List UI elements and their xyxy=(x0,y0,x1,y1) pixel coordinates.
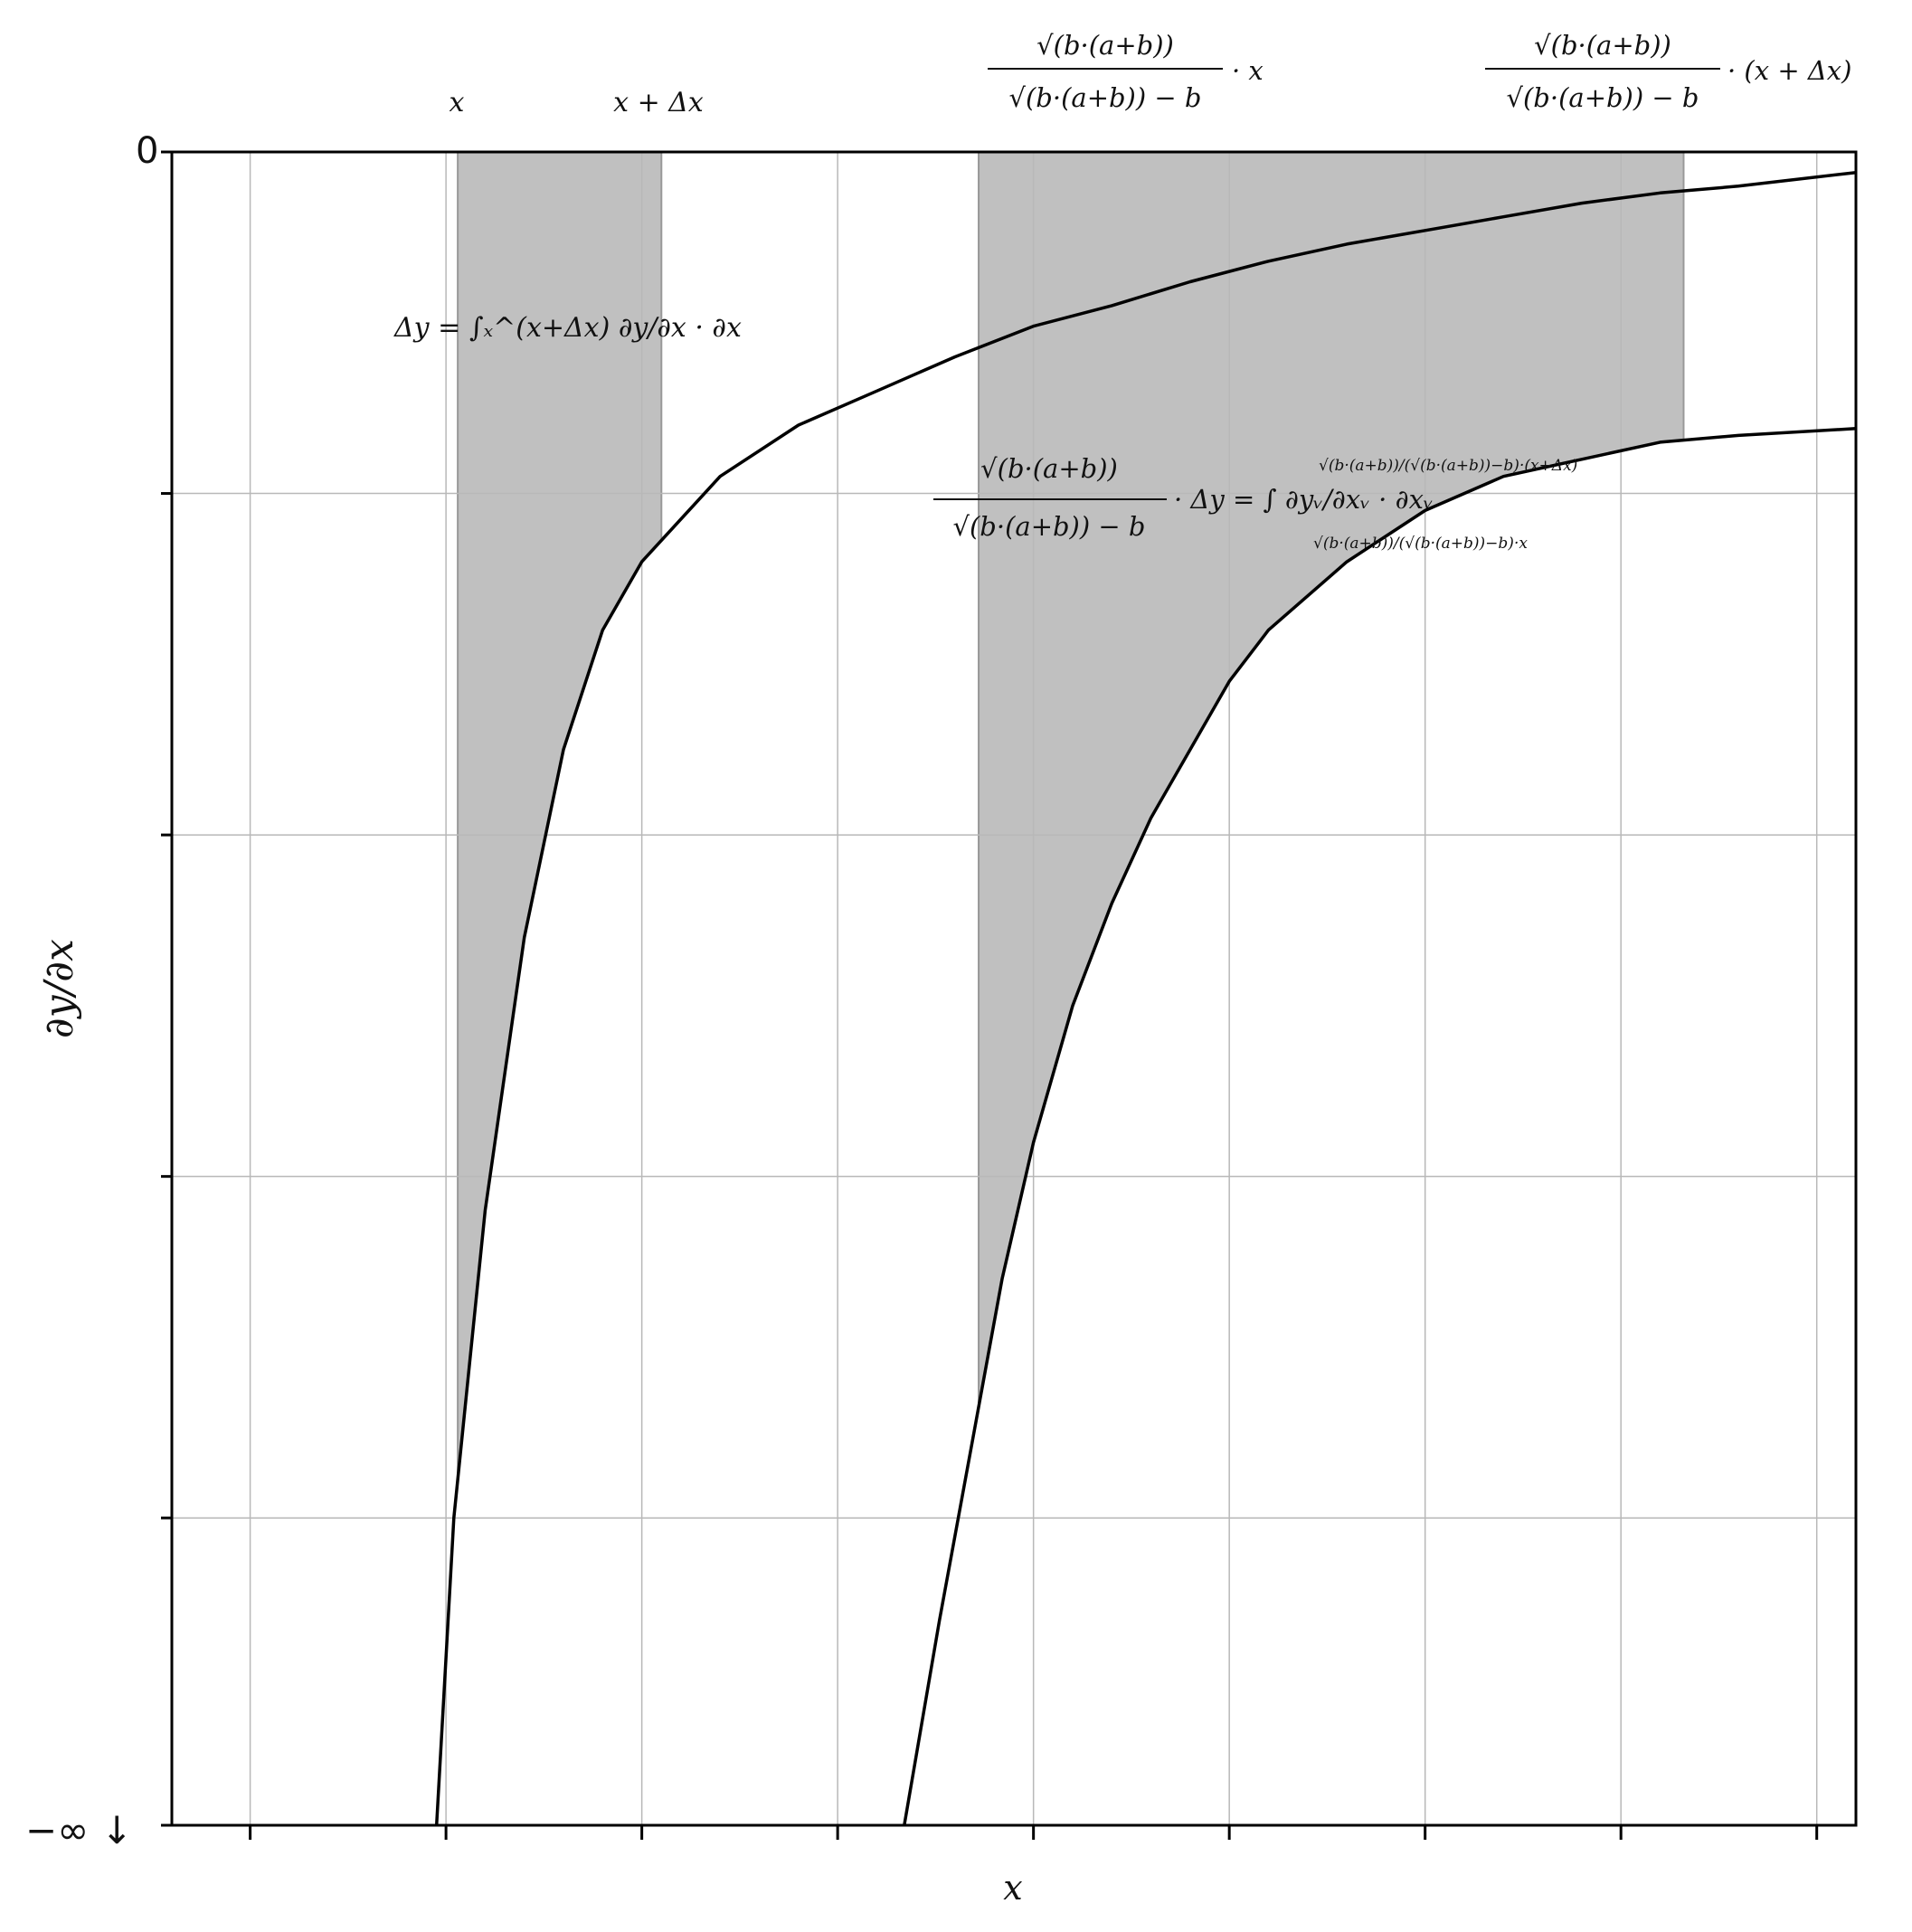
y-tick-label-neg-infinity: −∞ ↓ xyxy=(25,1808,133,1852)
top-label-scaled-xdx-num: √(b·(a+b)) xyxy=(1534,30,1671,61)
y-axis-label-text: ∂y/∂x xyxy=(36,939,82,1038)
y-axis-label: ∂y/∂x xyxy=(36,939,82,1038)
shaded-regions xyxy=(457,152,1685,1480)
annotation-delta-y: Δy = ∫ₓ^(x+Δx) ∂y/∂x · ∂x xyxy=(393,312,742,344)
top-label-x: x xyxy=(450,87,465,118)
x-axis-label: x xyxy=(1003,1868,1022,1908)
top-label-scaled-xdx: √(b·(a+b)) √(b·(a+b)) − b · (x + Δx) xyxy=(1485,30,1851,113)
top-label-scaled-x: √(b·(a+b)) √(b·(a+b)) − b · x xyxy=(988,30,1264,113)
integral-upper-limit: √(b·(a+b))/(√(b·(a+b))−b)·(x+Δx) xyxy=(1319,457,1577,475)
top-label-x-plus-dx: x + Δx xyxy=(613,87,704,118)
axis-ticks xyxy=(161,150,1819,1840)
top-label-scaled-xdx-den: √(b·(a+b)) − b xyxy=(1507,82,1699,113)
curve-lower xyxy=(903,427,1857,1826)
scaled-lhs-den: √(b·(a+b)) − b xyxy=(953,511,1146,542)
scaled-rhs: · Δy = ∫ ∂yᵥ/∂xᵥ · ∂xᵥ xyxy=(1174,484,1434,515)
top-label-scaled-x-num: √(b·(a+b)) xyxy=(1036,30,1174,61)
integral-lower-limit: √(b·(a+b))/(√(b·(a+b))−b)·x xyxy=(1313,535,1528,553)
curves xyxy=(434,170,1857,1826)
curve-upper xyxy=(434,170,1857,1826)
top-label-scaled-x-factor: · x xyxy=(1232,55,1264,86)
shaded-region-1 xyxy=(458,152,662,1480)
shaded-region-2 xyxy=(979,152,1684,1407)
annotation-scaled-delta-y: √(b·(a+b)) √(b·(a+b)) − b · Δy = ∫ ∂yᵥ/∂… xyxy=(933,453,1577,553)
top-label-scaled-x-den: √(b·(a+b)) − b xyxy=(1009,82,1202,113)
plot-frame xyxy=(170,150,1858,1827)
scaled-lhs-num: √(b·(a+b)) xyxy=(980,453,1118,484)
top-label-scaled-xdx-factor: · (x + Δx) xyxy=(1727,55,1851,86)
y-tick-label-zero: 0 xyxy=(136,130,158,172)
